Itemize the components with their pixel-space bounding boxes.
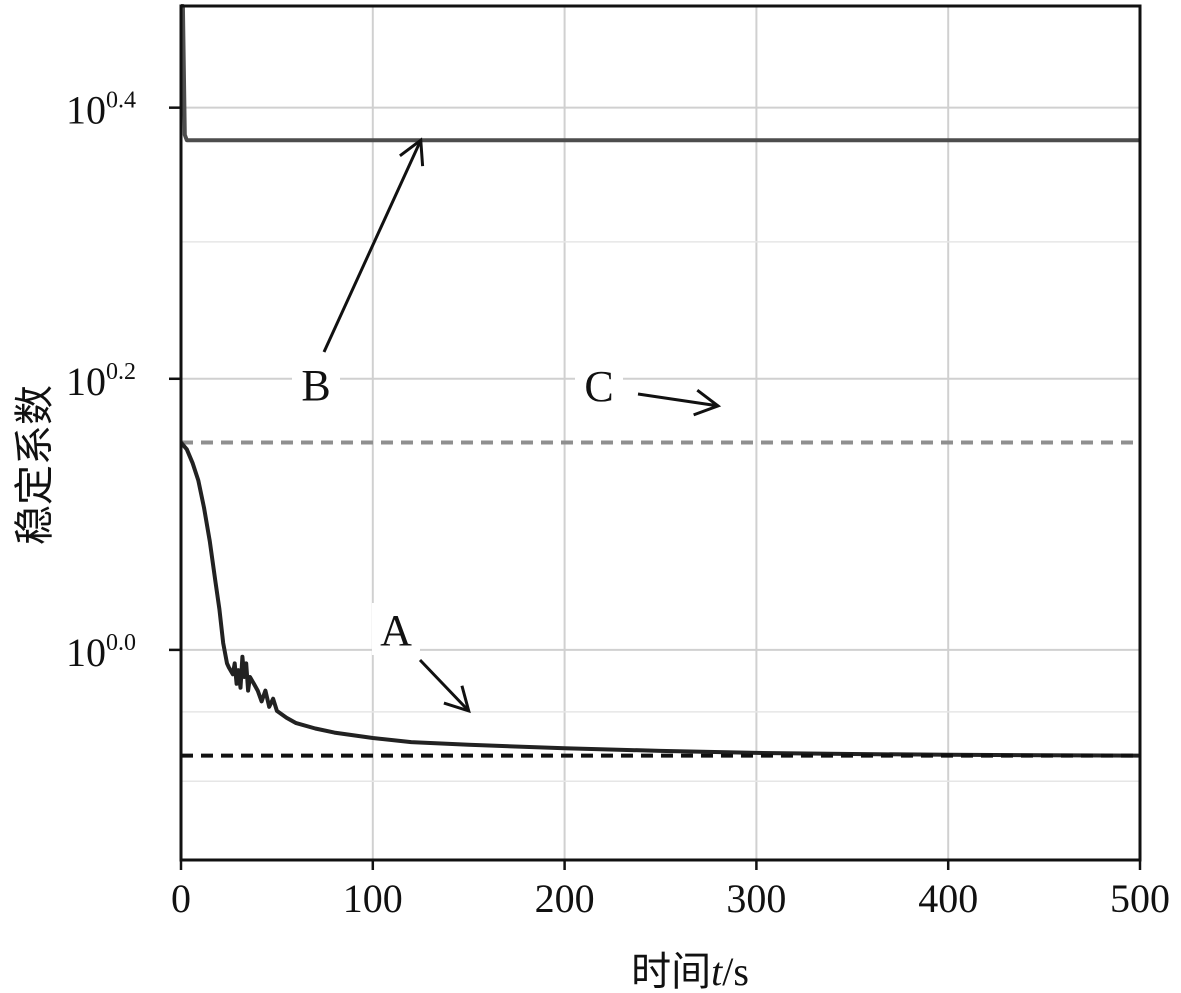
annotation-label-bg — [575, 359, 623, 411]
annotation-arrowhead-c — [693, 389, 722, 417]
annotation-label-a: A — [380, 606, 412, 655]
series-line-b — [180, 4, 1140, 143]
y-tick-label: 100.2 — [66, 359, 136, 404]
x-tick-label: 300 — [726, 876, 786, 921]
x-axis-title: 时间t/s — [631, 949, 749, 993]
y-axis: 100.0 100.2 100.4 — [66, 88, 181, 675]
x-tick-label: 400 — [918, 876, 978, 921]
annotation-label-b: B — [301, 361, 330, 410]
y-tick-label: 100.0 — [66, 630, 136, 675]
y-axis-title: 稳定系数 — [12, 385, 57, 545]
annotation-arrow-a — [418, 658, 470, 712]
series-layer — [179, 4, 1141, 758]
annotation-label-bg — [372, 603, 420, 655]
x-tick-label: 0 — [171, 876, 191, 921]
x-tick-label: 500 — [1110, 876, 1170, 921]
y-tick-label: 100.4 — [66, 88, 136, 133]
plot-frame — [179, 4, 1142, 862]
annotation-arrowhead-b — [399, 137, 425, 167]
annotation-label-c: C — [584, 362, 613, 411]
series-line-a — [179, 441, 1141, 758]
annotation-arrowhead-a — [443, 685, 471, 714]
annotation-arrow-c — [637, 392, 719, 408]
x-axis: 0 100 200 300 400 500 — [171, 860, 1170, 921]
annotation-label-bg — [292, 358, 340, 410]
x-tick-label: 100 — [343, 876, 403, 921]
annotation-arrow-b — [322, 139, 423, 353]
annotation-layer: B C A — [292, 137, 722, 714]
x-tick-label: 200 — [535, 876, 595, 921]
